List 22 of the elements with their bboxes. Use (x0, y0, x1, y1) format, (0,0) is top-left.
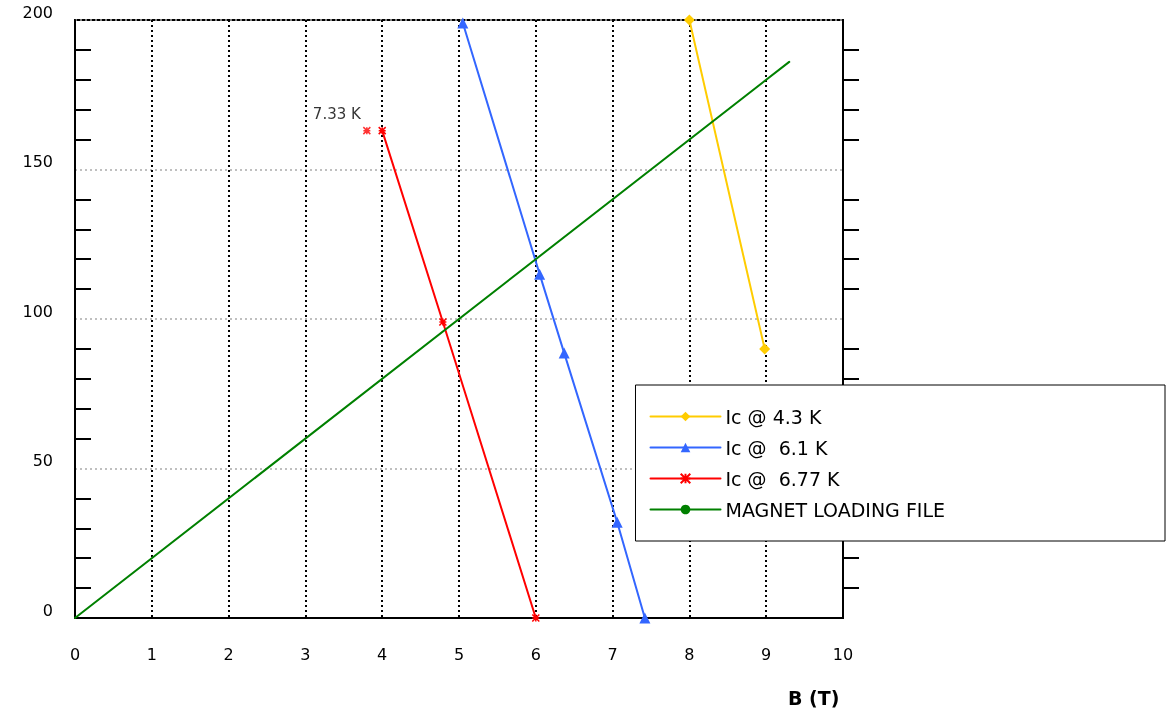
x-tick-label: 8 (684, 644, 695, 664)
x-tick-label: 4 (377, 644, 388, 664)
legend-label: Ic @ 4.3 K (725, 405, 822, 428)
legend-label: Ic @ 6.1 K (725, 436, 828, 459)
x-axis-title: B (T) (788, 686, 840, 709)
y-tick-label: 150 (22, 152, 53, 171)
y-tick-label: 100 (22, 301, 53, 321)
x-tick-label: 0 (69, 644, 81, 664)
x-tick-label: 2 (223, 644, 234, 664)
x-tick-label: 6 (530, 644, 541, 664)
annotation: 7.33 K (312, 105, 362, 124)
y-tick-label: 200 (22, 2, 53, 22)
legend-label: MAGNET LOADING FILE (725, 498, 946, 521)
x-tick-label: 5 (453, 644, 465, 664)
x-tick-label: 7 (607, 644, 618, 664)
x-tick-label: 10 (832, 644, 854, 664)
y-tick-label: 50 (32, 451, 53, 470)
legend-label: Ic @ 6.77 K (725, 467, 841, 490)
x-tick-label: 3 (300, 644, 311, 664)
x-tick-label: 9 (761, 644, 772, 664)
y-tick-label: 0 (42, 600, 53, 620)
x-tick-label: 1 (146, 644, 157, 664)
